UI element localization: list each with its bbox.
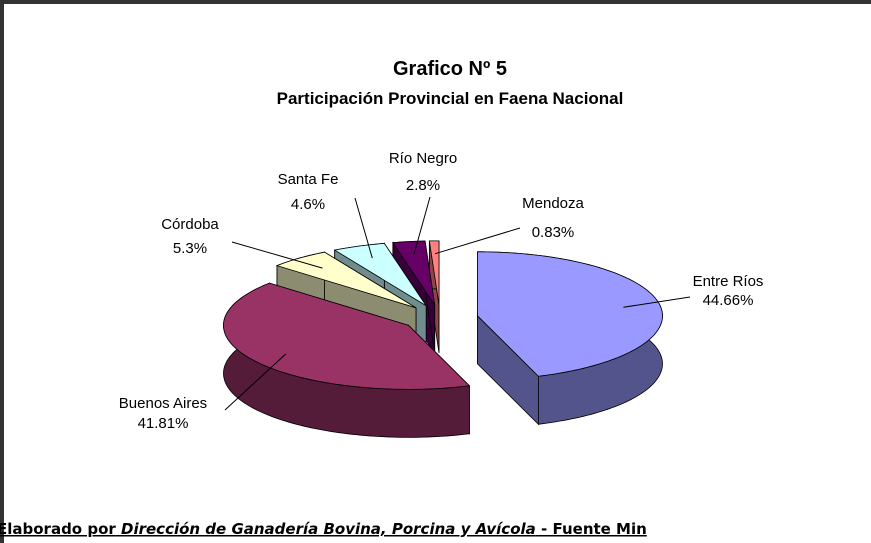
footer: Elaborado por Dirección de Ganadería Bov… <box>0 520 647 538</box>
slice <box>275 251 417 309</box>
slice <box>223 282 471 390</box>
value-label: 4.6% <box>291 196 325 213</box>
value-label: 2.8% <box>406 177 440 194</box>
value-label: 0.83% <box>532 224 575 241</box>
chart-subtitle: Participación Provincial en Faena Nacion… <box>277 89 624 108</box>
leader-line <box>413 196 431 255</box>
value-label: 41.81% <box>138 415 189 432</box>
category-label: Santa Fe <box>278 171 339 188</box>
category-label: Mendoza <box>522 195 584 212</box>
category-label: Córdoba <box>161 216 219 233</box>
slice <box>428 240 440 305</box>
category-label: Río Negro <box>389 150 457 167</box>
footer-suffix: - Fuente Min <box>541 520 647 538</box>
leader-line <box>435 227 521 255</box>
category-label: Buenos Aires <box>119 395 207 412</box>
category-label: Entre Ríos <box>693 273 764 290</box>
leader-line <box>354 197 373 259</box>
slice <box>333 242 427 307</box>
pie <box>223 240 663 438</box>
leader-line <box>224 353 287 411</box>
value-label: 44.66% <box>703 292 754 309</box>
footer-prefix: Elaborado por <box>0 520 116 538</box>
leader-line <box>231 241 323 269</box>
footer-source: Dirección de Ganadería Bovina, Porcina y… <box>121 520 536 538</box>
slice <box>477 251 663 377</box>
slice <box>392 240 436 306</box>
chart-title: Grafico Nº 5 <box>393 58 507 80</box>
leader-line <box>623 296 691 308</box>
value-label: 5.3% <box>173 240 207 257</box>
labels: Entre Ríos 44.66% Buenos Aires 41.81% Córdob… <box>119 150 764 432</box>
